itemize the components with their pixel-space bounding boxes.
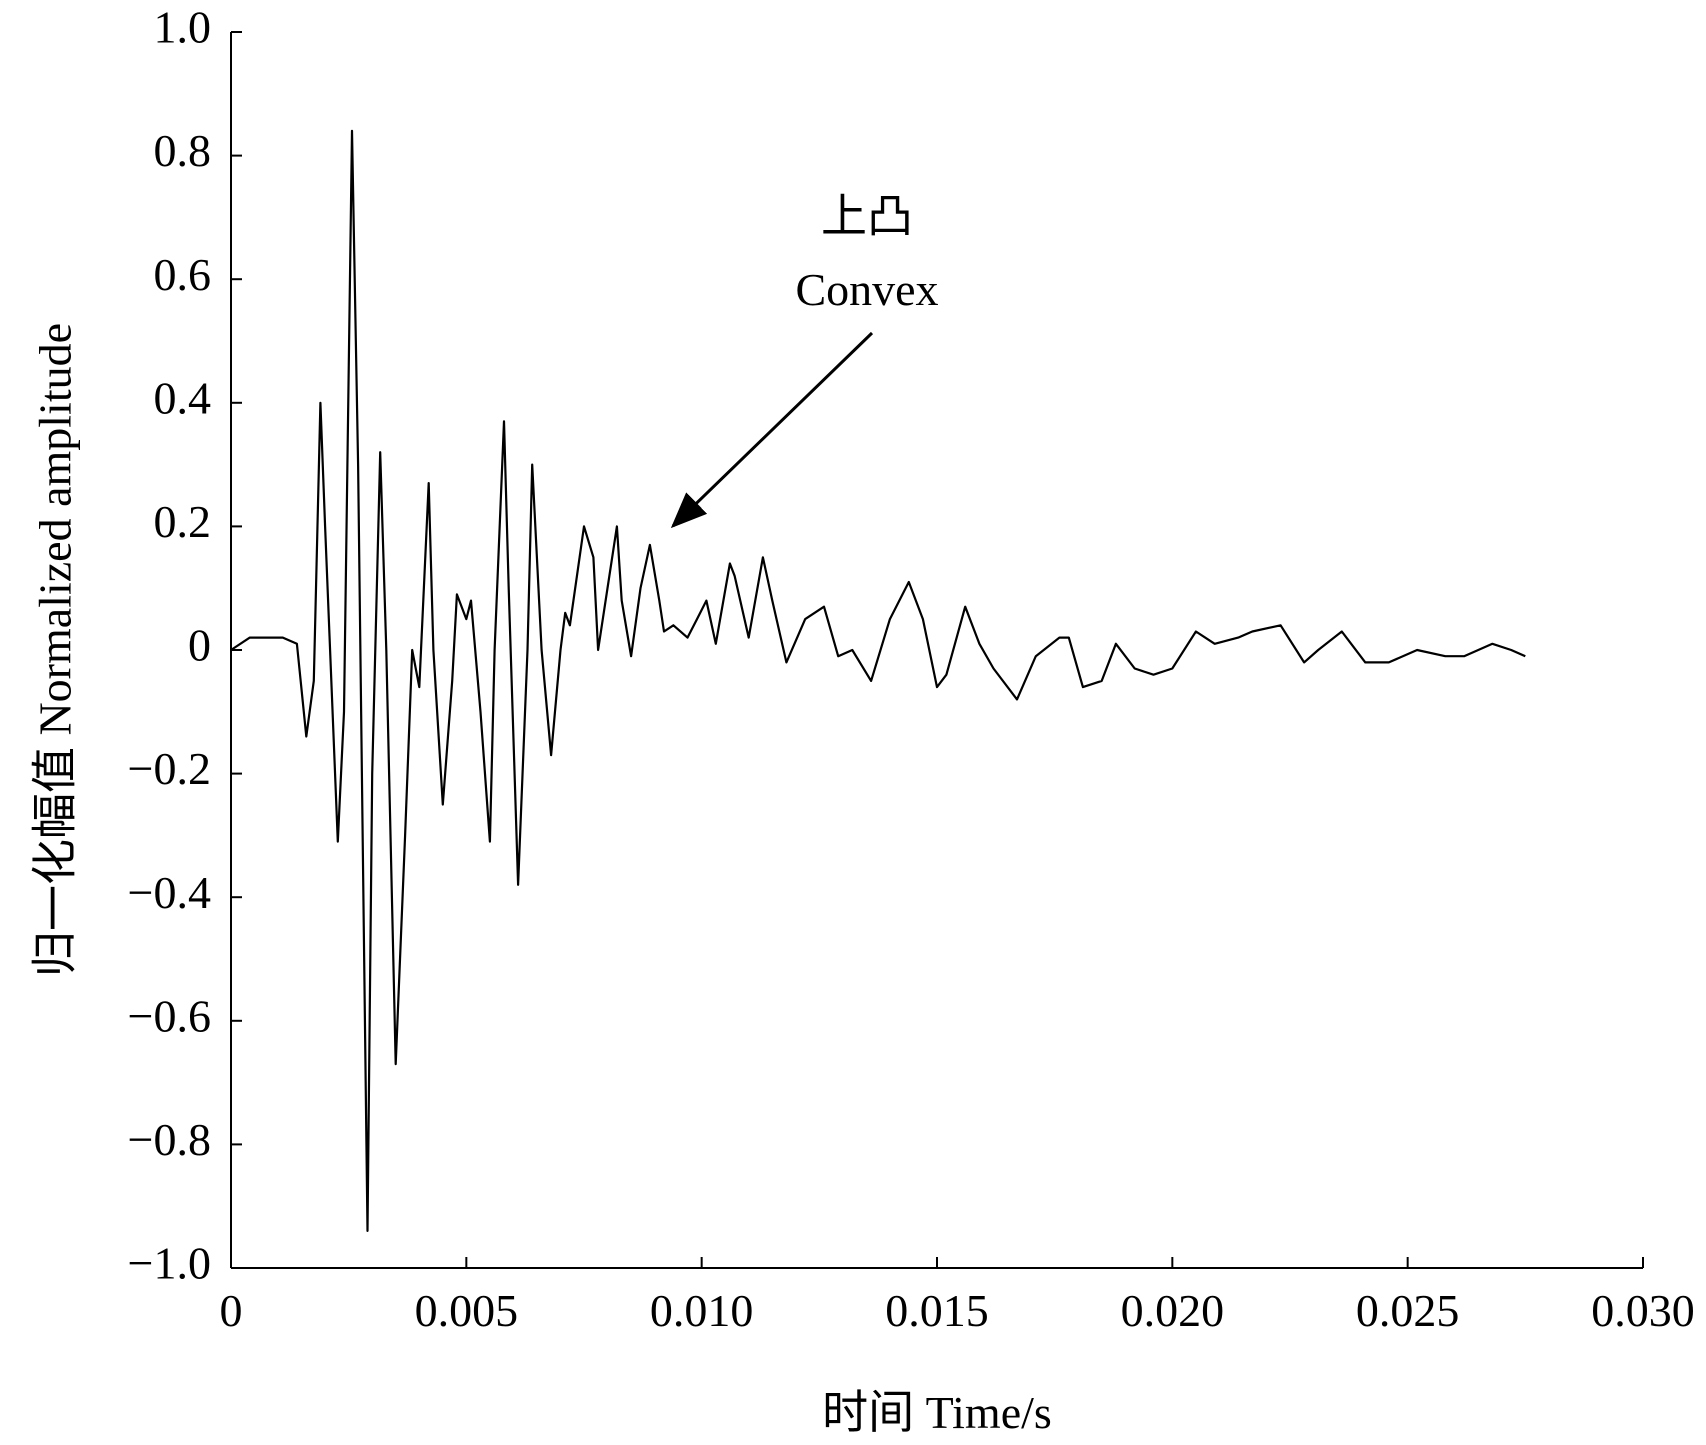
x-tick-label: 0.010 xyxy=(650,1285,754,1336)
x-tick-label: 0.030 xyxy=(1591,1285,1695,1336)
annotation-arrow xyxy=(670,331,874,529)
x-tick-label: 0.015 xyxy=(885,1285,989,1336)
y-tick-label: −0.8 xyxy=(128,1114,211,1165)
y-tick-label: −1.0 xyxy=(128,1238,211,1289)
x-axis-label: 时间 Time/s xyxy=(822,1387,1052,1438)
y-tick-label: 0.4 xyxy=(154,372,212,423)
y-tick-label: −0.2 xyxy=(128,743,211,794)
y-tick-label: 0 xyxy=(188,620,211,671)
y-tick-label: 0.8 xyxy=(154,125,212,176)
y-tick-label: −0.4 xyxy=(128,867,211,918)
annotation-en: Convex xyxy=(795,264,938,315)
x-tick-label: 0 xyxy=(220,1285,243,1336)
y-tick-label: 1.0 xyxy=(154,2,212,53)
x-tick-label: 0.020 xyxy=(1121,1285,1225,1336)
y-tick-label: 0.2 xyxy=(154,496,212,547)
y-tick-label: 0.6 xyxy=(154,249,212,300)
x-tick-label: 0.025 xyxy=(1356,1285,1460,1336)
annotation-cn: 上凸 xyxy=(821,191,913,242)
x-tick-label: 0.005 xyxy=(415,1285,519,1336)
signal-line xyxy=(230,129,1526,1232)
y-axis-label: 归一化幅值 Normalized amplitude xyxy=(30,323,81,977)
y-tick-label: −0.6 xyxy=(128,990,211,1041)
